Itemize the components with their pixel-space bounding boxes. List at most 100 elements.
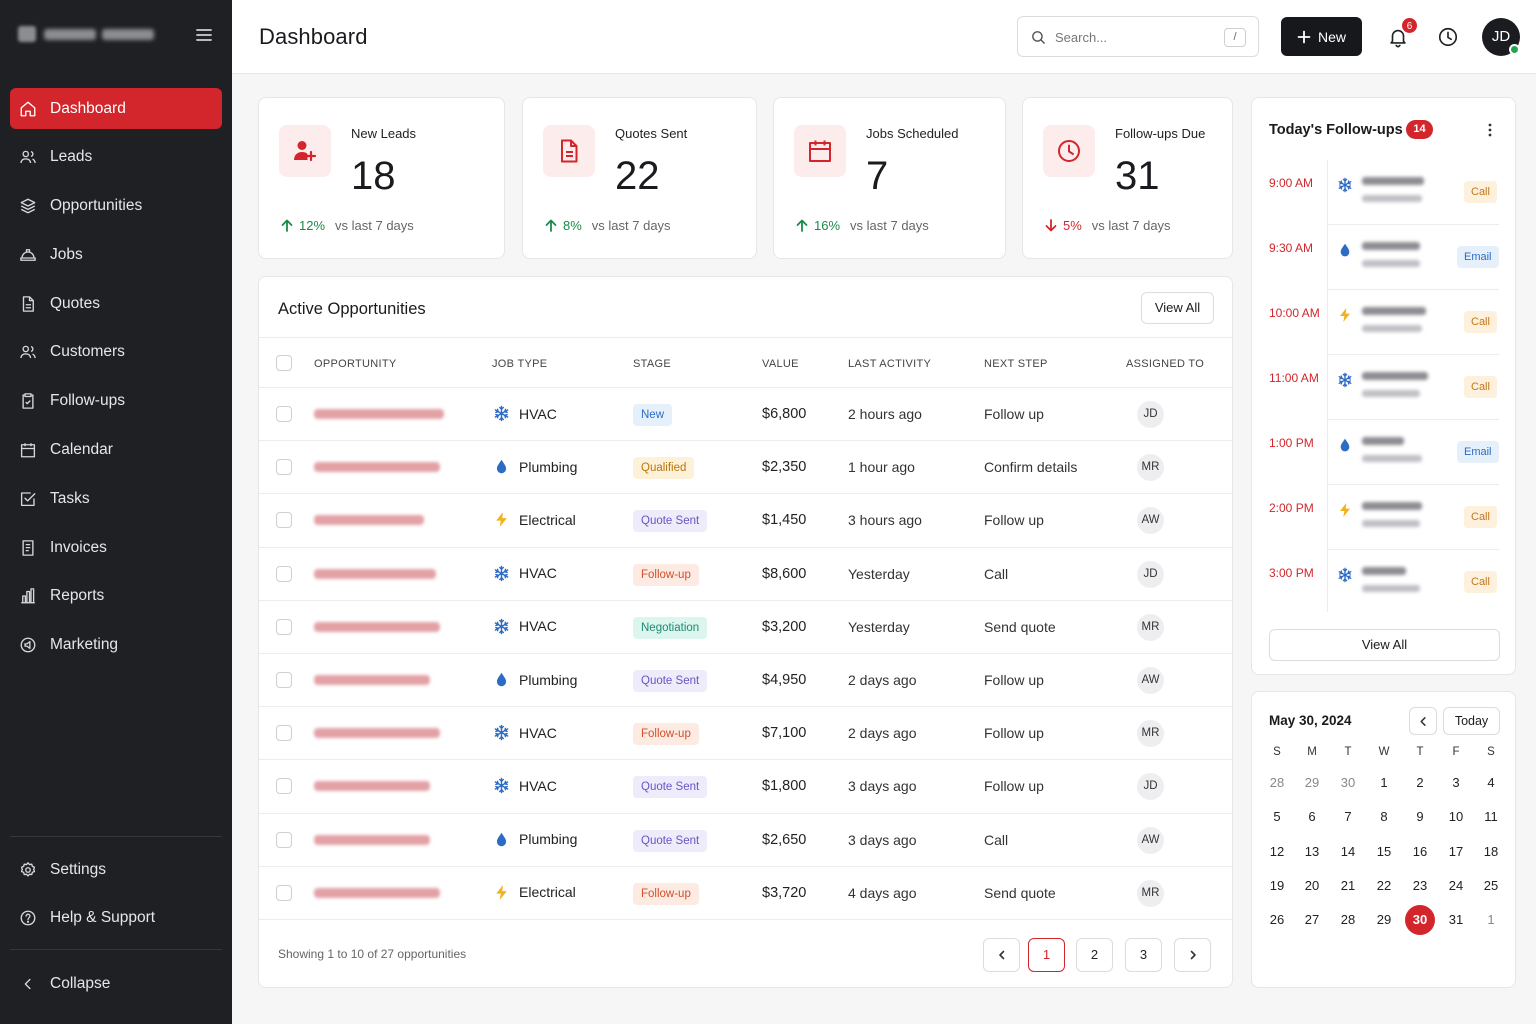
follow-up-type-tag[interactable]: Call (1464, 571, 1497, 593)
calendar-day[interactable]: 27 (1304, 912, 1320, 928)
assignee-avatar[interactable]: AW (1137, 667, 1164, 694)
calendar-day[interactable]: 28 (1340, 912, 1356, 928)
hamburger-menu-icon[interactable] (194, 26, 214, 44)
calendar-day[interactable]: 28 (1269, 775, 1285, 790)
calendar-day[interactable]: 19 (1269, 877, 1285, 893)
row-checkbox[interactable] (276, 565, 292, 582)
table-row[interactable]: HVAC New $6,800 2 hours ago Follow up JD (259, 388, 1232, 442)
calendar-day[interactable]: 7 (1344, 809, 1352, 825)
calendar-day[interactable]: 1 (1380, 775, 1388, 790)
row-checkbox[interactable] (276, 512, 292, 529)
row-checkbox[interactable] (276, 725, 292, 742)
assignee-avatar[interactable]: JD (1137, 560, 1164, 588)
sidebar-item-follow-ups[interactable]: Follow-ups (10, 381, 222, 422)
history-clock-icon[interactable] (1437, 26, 1459, 48)
calendar-day[interactable]: 21 (1340, 877, 1356, 893)
more-options-icon[interactable] (1482, 122, 1498, 138)
calendar-day[interactable]: 31 (1448, 912, 1464, 928)
follow-up-type-tag[interactable]: Call (1464, 311, 1497, 333)
select-all-checkbox[interactable] (276, 355, 292, 371)
calendar-day[interactable]: 13 (1304, 843, 1320, 859)
page-button-1[interactable]: 1 (1028, 938, 1065, 972)
calendar-day[interactable]: 18 (1483, 843, 1499, 859)
row-checkbox[interactable] (276, 672, 292, 688)
calendar-day[interactable]: 15 (1376, 843, 1392, 859)
column-header[interactable]: LAST ACTIVITY (848, 358, 932, 370)
opportunity-name-blurred[interactable] (314, 621, 440, 632)
calendar-day[interactable]: 16 (1412, 843, 1428, 859)
follow-up-item[interactable]: 3:00 PM Call (1252, 550, 1517, 615)
follow-up-item[interactable]: 11:00 AM Call (1252, 355, 1517, 420)
follow-up-type-tag[interactable]: Call (1464, 506, 1497, 528)
column-header[interactable]: ASSIGNED TO (1126, 358, 1205, 370)
page-button-2[interactable]: 2 (1076, 938, 1113, 972)
row-checkbox[interactable] (276, 778, 292, 795)
opportunity-name-blurred[interactable] (314, 675, 430, 685)
calendar-day-selected[interactable]: 30 (1405, 905, 1435, 936)
calendar-day[interactable]: 14 (1340, 843, 1356, 859)
calendar-day[interactable]: 17 (1448, 843, 1464, 859)
notification-bell-icon[interactable] (1387, 26, 1409, 48)
table-row[interactable]: Plumbing Quote Sent $4,950 2 days ago Fo… (259, 654, 1232, 708)
stat-card-quotes-sent[interactable]: Quotes Sent 22 8% vs last 7 days (522, 97, 757, 259)
assignee-avatar[interactable]: MR (1137, 720, 1164, 748)
calendar-today-button[interactable]: Today (1443, 707, 1500, 735)
follow-up-item[interactable]: 10:00 AM Call (1252, 290, 1517, 355)
calendar-day[interactable]: 11 (1484, 809, 1498, 825)
follow-up-type-tag[interactable]: Call (1464, 376, 1497, 398)
row-checkbox[interactable] (276, 618, 292, 635)
opportunity-name-blurred[interactable] (314, 781, 430, 792)
calendar-day[interactable]: 12 (1269, 843, 1285, 859)
view-all-opportunities-button[interactable]: View All (1141, 292, 1214, 324)
calendar-day[interactable]: 30 (1340, 775, 1356, 790)
column-header[interactable]: STAGE (633, 358, 671, 370)
calendar-day[interactable]: 23 (1412, 877, 1428, 893)
calendar-day[interactable]: 6 (1308, 809, 1316, 825)
calendar-day[interactable]: 29 (1304, 775, 1320, 790)
follow-up-type-tag[interactable]: Email (1457, 441, 1499, 463)
table-row[interactable]: Plumbing Quote Sent $2,650 3 days ago Ca… (259, 814, 1232, 867)
row-checkbox[interactable] (276, 406, 292, 422)
calendar-day[interactable]: 5 (1273, 809, 1281, 825)
calendar-prev-button[interactable] (1409, 707, 1437, 735)
sidebar-item-leads[interactable]: Leads (10, 137, 222, 178)
follow-up-item[interactable]: 1:00 PM Email (1252, 420, 1517, 485)
sidebar-item-marketing[interactable]: Marketing (10, 625, 222, 666)
opportunity-name-blurred[interactable] (314, 887, 440, 898)
calendar-day[interactable]: 29 (1376, 912, 1392, 928)
sidebar-item-dashboard[interactable]: Dashboard (10, 88, 222, 129)
sidebar-item-quotes[interactable]: Quotes (10, 283, 222, 324)
calendar-day[interactable]: 22 (1376, 877, 1392, 893)
column-header[interactable]: OPPORTUNITY (314, 358, 397, 370)
sidebar-item-tasks[interactable]: Tasks (10, 478, 222, 519)
row-checkbox[interactable] (276, 884, 292, 901)
next-page-button[interactable] (1174, 938, 1211, 972)
follow-up-type-tag[interactable]: Email (1457, 246, 1499, 268)
assignee-avatar[interactable]: AW (1137, 826, 1164, 854)
table-row[interactable]: HVAC Follow-up $8,600 Yesterday Call JD (259, 548, 1232, 601)
opportunity-name-blurred[interactable] (314, 728, 440, 739)
stat-card-follow-ups-due[interactable]: Follow-ups Due 31 5% vs last 7 days (1022, 97, 1233, 259)
sidebar-item-customers[interactable]: Customers (10, 332, 222, 373)
assignee-avatar[interactable]: MR (1137, 454, 1164, 482)
calendar-day[interactable]: 26 (1269, 912, 1285, 928)
calendar-day[interactable]: 24 (1448, 877, 1464, 893)
sidebar-item-jobs[interactable]: Jobs (10, 234, 222, 275)
assignee-avatar[interactable]: AW (1137, 507, 1164, 535)
calendar-day[interactable]: 8 (1380, 809, 1388, 825)
sidebar-item-collapse[interactable]: Collapse (10, 963, 222, 1004)
sidebar-item-invoices[interactable]: Invoices (10, 527, 222, 568)
follow-up-type-tag[interactable]: Call (1464, 181, 1497, 203)
calendar-day[interactable]: 1 (1487, 912, 1495, 928)
calendar-day[interactable]: 4 (1487, 775, 1495, 790)
row-checkbox[interactable] (276, 459, 292, 476)
opportunity-name-blurred[interactable] (314, 568, 436, 579)
calendar-day[interactable]: 10 (1448, 809, 1464, 825)
column-header[interactable]: JOB TYPE (492, 358, 548, 370)
table-row[interactable]: Electrical Quote Sent $1,450 3 hours ago… (259, 494, 1232, 548)
stat-card-new-leads[interactable]: New Leads 18 12% vs last 7 days (258, 97, 505, 259)
follow-up-item[interactable]: 9:30 AM Email (1252, 225, 1517, 290)
follow-up-item[interactable]: 2:00 PM Call (1252, 485, 1517, 550)
prev-page-button[interactable] (983, 938, 1020, 972)
opportunity-name-blurred[interactable] (314, 462, 440, 473)
